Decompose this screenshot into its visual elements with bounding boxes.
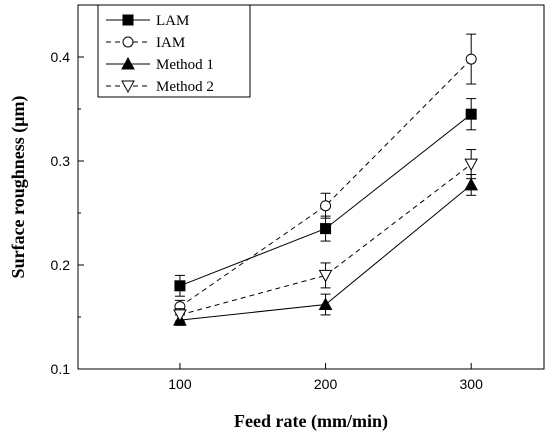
y-axis-ticks: 0.1 0.2 0.3 0.4 <box>51 49 84 377</box>
y-tick-label: 0.2 <box>51 257 71 273</box>
y-axis-title: Surface roughness (μm) <box>8 96 29 279</box>
legend-marker <box>121 56 135 70</box>
legend-marker <box>121 80 135 94</box>
y-tick-label: 0.3 <box>51 153 71 169</box>
data-point <box>464 158 479 172</box>
x-axis-ticks: 100 200 300 <box>168 363 483 392</box>
legend-marker <box>122 36 134 48</box>
data-point <box>173 309 187 322</box>
x-tick-label: 100 <box>168 376 192 392</box>
legend-marker <box>122 14 134 26</box>
y-tick-label: 0.1 <box>51 361 71 377</box>
data-point <box>465 108 477 120</box>
legend-label: LAM <box>156 13 189 29</box>
y-tick-label: 0.4 <box>51 49 71 65</box>
legend: LAM IAM Method 1 Method 2 <box>97 4 251 98</box>
data-point <box>318 269 333 283</box>
data-point <box>465 53 477 65</box>
plot-area-border <box>77 4 545 370</box>
data-point <box>320 200 332 212</box>
data-point <box>318 297 333 311</box>
legend-label: Method 2 <box>156 79 214 95</box>
data-point <box>174 280 186 292</box>
data-point <box>464 177 479 191</box>
x-tick-label: 200 <box>314 376 338 392</box>
series-lam <box>174 98 477 297</box>
legend-label: IAM <box>156 35 185 51</box>
data-point <box>320 223 332 235</box>
plot-frame <box>77 4 545 370</box>
series-method-2 <box>173 149 479 322</box>
legend-label: Method 1 <box>156 57 214 73</box>
x-tick-label: 300 <box>460 376 484 392</box>
series-line <box>179 163 472 316</box>
x-axis-title: Feed rate (mm/min) <box>234 411 388 432</box>
series-layer <box>173 33 479 326</box>
